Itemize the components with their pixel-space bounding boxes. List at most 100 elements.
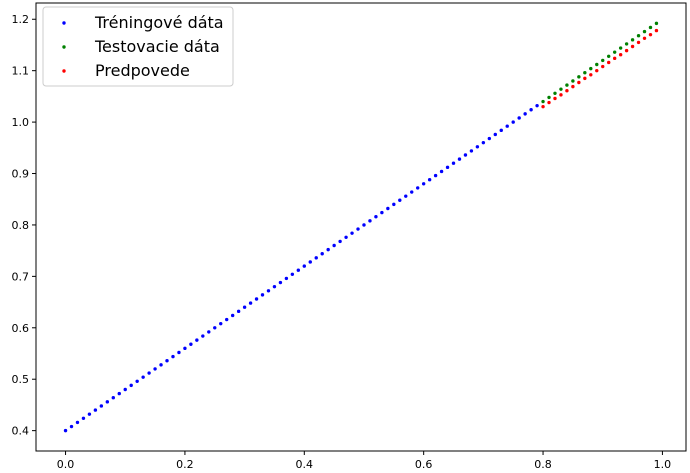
point [601,64,605,69]
point [189,342,193,346]
point [481,140,486,145]
point [272,284,277,289]
point [183,346,187,351]
point [577,75,581,79]
point [457,157,462,161]
x-tick-label: 1.0 [654,458,672,469]
point [236,309,241,314]
point [404,194,408,198]
point [642,29,647,34]
point [165,359,169,363]
legend-marker [62,69,66,73]
point [607,60,611,65]
point [93,408,98,412]
point [553,91,557,95]
point [589,73,593,77]
point [296,268,301,272]
point [230,313,235,318]
point [195,338,199,342]
point [254,297,259,301]
legend-label: Testovacie dáta [94,37,220,56]
point [445,165,450,170]
point [242,305,247,309]
point [99,404,104,408]
point [129,383,133,388]
point [565,83,569,87]
point [475,145,480,149]
point [612,56,617,61]
point [583,76,587,81]
y-tick-label: 0.6 [12,322,30,335]
x-tick-label: 0.8 [534,458,552,469]
legend-box [42,6,234,87]
point [630,44,635,49]
point [398,198,402,202]
point [427,177,432,182]
y-tick-label: 1.1 [12,65,30,78]
point [338,239,342,244]
point [153,367,157,371]
legend: Tréningové dáta Testovacie dáta Predpovede [42,6,234,87]
point [75,420,80,425]
point [141,375,145,379]
y-tick-label: 0.7 [12,270,30,283]
point [589,66,593,71]
point [350,231,354,235]
point [362,223,366,227]
point [541,99,545,104]
point [451,161,456,165]
point [207,330,211,334]
point [314,256,318,260]
point [308,260,312,264]
point [225,317,229,322]
point [171,354,175,359]
point [266,289,271,293]
point [577,80,581,85]
x-tick-label: 0.2 [176,458,194,469]
legend-label: Tréningové dáta [94,13,224,32]
y-tick-label: 0.9 [12,168,30,181]
point [177,350,181,355]
y-tick-label: 0.4 [12,425,30,438]
point [284,276,289,281]
point [559,87,563,91]
point [105,400,110,404]
point [607,54,611,58]
point [511,120,515,124]
point [260,293,265,297]
point [421,182,426,186]
point [523,112,527,116]
point [529,108,533,112]
point [123,387,127,392]
point [463,153,468,157]
point [302,264,306,268]
point [541,104,545,109]
y-tick-label: 0.5 [12,373,30,386]
point [368,219,372,223]
point [654,21,659,26]
point [320,252,324,256]
point [618,53,623,57]
y-tick-label: 1.2 [12,13,30,26]
point [87,412,92,416]
point [553,96,557,101]
point [595,68,599,73]
x-tick-label: 0.6 [415,458,433,469]
point [386,206,390,211]
point [547,100,551,105]
point [213,326,217,330]
point [63,428,68,433]
point [618,46,623,50]
point [636,40,641,45]
point [648,25,653,30]
point [654,28,659,33]
x-tick-label: 0.0 [57,458,75,469]
point [499,128,503,133]
plot-frame [35,2,687,452]
point [439,169,444,174]
point [159,363,163,367]
point [636,34,641,38]
point [135,379,139,383]
point [469,149,474,153]
point [117,391,121,396]
